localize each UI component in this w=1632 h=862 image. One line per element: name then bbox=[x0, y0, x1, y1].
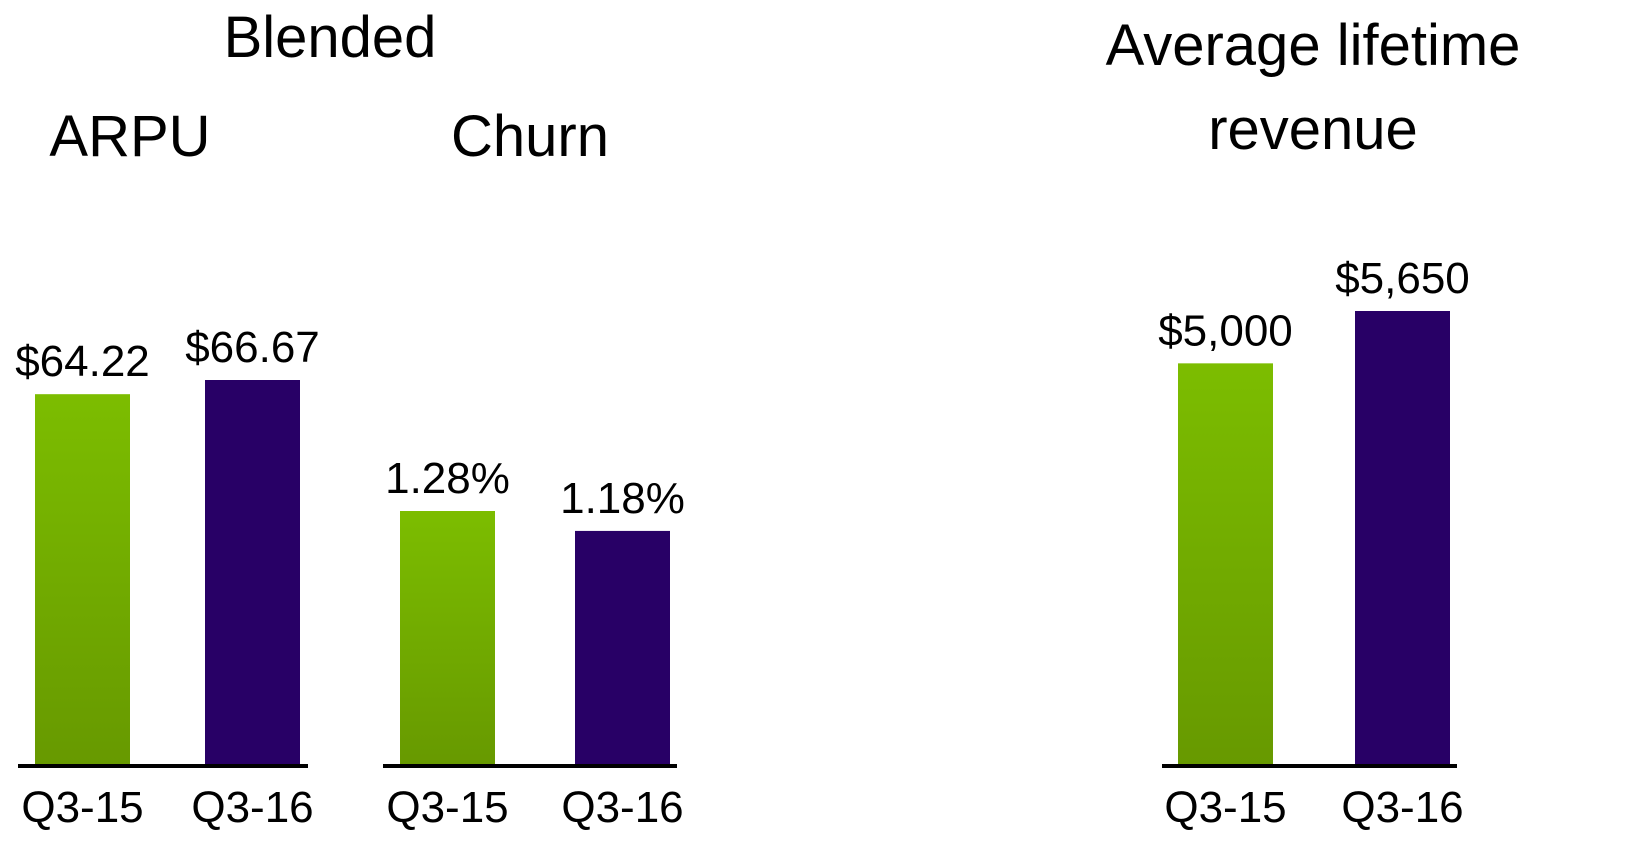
x-tick-label: Q3-15 bbox=[21, 783, 143, 832]
chart-title: Churn bbox=[451, 104, 609, 169]
bar bbox=[205, 380, 300, 766]
value-label: 1.18% bbox=[560, 474, 685, 523]
bar bbox=[1178, 363, 1273, 766]
chart-title: ARPU bbox=[49, 104, 211, 169]
x-tick-label: Q3-16 bbox=[561, 783, 683, 832]
group-heading: Blended bbox=[223, 5, 437, 70]
x-tick-label: Q3-16 bbox=[191, 783, 313, 832]
bar bbox=[400, 511, 495, 766]
bar bbox=[1355, 311, 1450, 766]
bar bbox=[35, 394, 130, 766]
chart-title: Average lifetime revenue bbox=[1105, 13, 1521, 162]
x-tick-label: Q3-15 bbox=[386, 783, 508, 832]
value-label: $5,000 bbox=[1158, 306, 1293, 355]
x-tick-label: Q3-15 bbox=[1164, 783, 1286, 832]
value-label: $66.67 bbox=[185, 323, 320, 372]
bar bbox=[575, 530, 670, 766]
value-label: $5,650 bbox=[1335, 254, 1470, 303]
value-label: 1.28% bbox=[385, 454, 510, 503]
x-tick-label: Q3-16 bbox=[1341, 783, 1463, 832]
value-label: $64.22 bbox=[15, 337, 150, 386]
